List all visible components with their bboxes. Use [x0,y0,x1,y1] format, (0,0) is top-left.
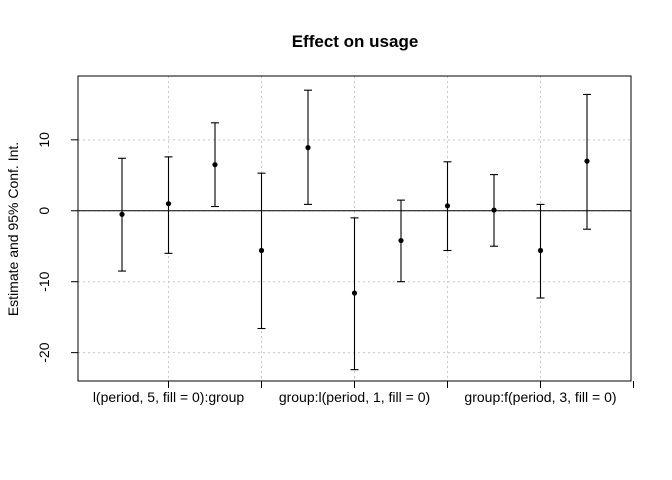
x-tick-label: l(period, 5, fill = 0):group [93,389,245,405]
estimate-point [119,211,125,217]
y-axis-label: Estimate and 95% Conf. Int. [5,142,21,316]
estimate-point [305,145,311,151]
estimate-point [491,207,497,213]
estimate-point [584,158,590,164]
chart-title: Effect on usage [292,32,419,51]
plot-frame [77,75,632,382]
estimate-point [444,203,451,209]
axes-layer: 10 0 -10 -20 l(period, 5, fill = 0):group gro… [36,132,634,405]
y-tick-label: 10 [36,132,52,148]
estimate-point [398,237,404,244]
estimate-point [212,162,218,168]
estimate-point [165,201,172,207]
estimate-point [258,247,265,254]
y-tick-label: -10 [36,271,52,291]
marks-layer [118,89,591,371]
estimate-point [537,247,544,254]
y-tick-label: 0 [36,207,52,215]
x-tick-label: group:l(period, 1, fill = 0) [279,389,430,405]
y-tick-label: -20 [36,342,52,362]
estimate-point [351,290,358,296]
x-tick-label: group:f(period, 3, fill = 0) [464,389,616,405]
